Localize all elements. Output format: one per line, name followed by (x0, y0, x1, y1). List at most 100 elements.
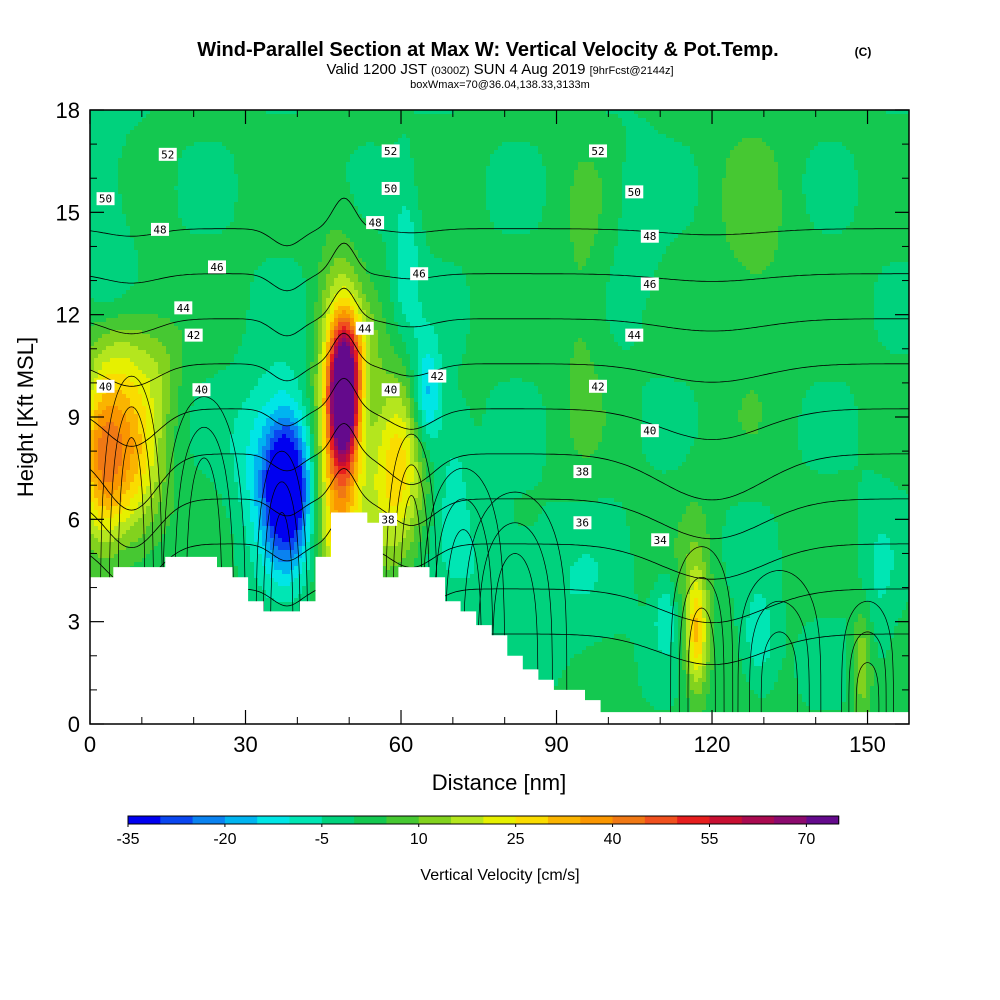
velocity-cell (550, 122, 555, 127)
velocity-cell (614, 162, 619, 167)
velocity-cell (522, 198, 527, 203)
velocity-cell (294, 122, 299, 127)
velocity-cell (682, 118, 687, 123)
velocity-cell (238, 114, 243, 119)
velocity-cell (282, 182, 287, 187)
velocity-cell (538, 162, 543, 167)
velocity-cell (222, 186, 227, 191)
velocity-cell (590, 138, 595, 143)
velocity-cell (134, 158, 139, 163)
velocity-cell (142, 162, 147, 167)
velocity-cell (714, 186, 719, 191)
velocity-cell (830, 166, 835, 171)
velocity-cell (418, 158, 423, 163)
velocity-cell (266, 202, 271, 207)
velocity-cell (234, 198, 239, 203)
velocity-cell (550, 170, 555, 175)
velocity-cell (706, 130, 711, 135)
velocity-cell (858, 154, 863, 159)
velocity-cell (270, 130, 275, 135)
velocity-cell (390, 138, 395, 143)
velocity-cell (562, 130, 567, 135)
velocity-cell (146, 206, 151, 211)
velocity-cell (142, 126, 147, 131)
velocity-cell (166, 118, 171, 123)
velocity-cell (774, 114, 779, 119)
velocity-cell (506, 174, 511, 179)
velocity-cell (610, 198, 615, 203)
velocity-cell (682, 166, 687, 171)
velocity-cell (242, 138, 247, 143)
velocity-cell (810, 186, 815, 191)
velocity-cell (130, 138, 135, 143)
velocity-cell (534, 190, 539, 195)
velocity-cell (582, 142, 587, 147)
velocity-cell (718, 194, 723, 199)
velocity-cell (110, 170, 115, 175)
velocity-cell (718, 170, 723, 175)
velocity-cell (666, 134, 671, 139)
velocity-cell (410, 146, 415, 151)
velocity-cell (814, 162, 819, 167)
velocity-cell (558, 190, 563, 195)
velocity-cell (826, 198, 831, 203)
velocity-cell (530, 150, 535, 155)
velocity-cell (854, 186, 859, 191)
velocity-cell (134, 110, 139, 115)
velocity-cell (194, 194, 199, 199)
velocity-cell (542, 130, 547, 135)
velocity-cell (390, 110, 395, 115)
velocity-cell (606, 158, 611, 163)
velocity-cell (598, 114, 603, 119)
velocity-cell (518, 186, 523, 191)
velocity-cell (190, 174, 195, 179)
velocity-cell (230, 162, 235, 167)
velocity-cell (290, 166, 295, 171)
velocity-cell (678, 138, 683, 143)
velocity-cell (726, 130, 731, 135)
velocity-cell (298, 122, 303, 127)
velocity-cell (862, 186, 867, 191)
velocity-cell (178, 126, 183, 131)
velocity-cell (146, 138, 151, 143)
velocity-cell (614, 182, 619, 187)
velocity-cell (606, 174, 611, 179)
velocity-cell (598, 122, 603, 127)
velocity-cell (902, 118, 907, 123)
velocity-cell (230, 138, 235, 143)
velocity-cell (446, 130, 451, 135)
velocity-cell (294, 138, 299, 143)
velocity-cell (458, 138, 463, 143)
velocity-cell (726, 146, 731, 151)
velocity-cell (382, 174, 387, 179)
velocity-cell (206, 194, 211, 199)
velocity-cell (498, 178, 503, 183)
velocity-cell (682, 194, 687, 199)
velocity-cell (154, 110, 159, 115)
velocity-cell (742, 134, 747, 139)
velocity-cell (562, 186, 567, 191)
velocity-cell (478, 190, 483, 195)
velocity-cell (130, 150, 135, 155)
velocity-cell (174, 162, 179, 167)
velocity-cell (182, 134, 187, 139)
velocity-cell (702, 130, 707, 135)
velocity-cell (222, 150, 227, 155)
velocity-cell (590, 110, 595, 115)
velocity-cell (594, 110, 599, 115)
velocity-cell (674, 162, 679, 167)
velocity-cell (346, 190, 351, 195)
velocity-cell (246, 154, 251, 159)
velocity-cell (782, 182, 787, 187)
velocity-cell (606, 154, 611, 159)
velocity-cell (758, 170, 763, 175)
velocity-cell (434, 182, 439, 187)
velocity-cell (818, 138, 823, 143)
velocity-cell (686, 138, 691, 143)
velocity-cell (566, 186, 571, 191)
velocity-cell (218, 190, 223, 195)
velocity-cell (718, 118, 723, 123)
velocity-cell (798, 158, 803, 163)
velocity-cell (370, 198, 375, 203)
velocity-cell (90, 138, 95, 143)
